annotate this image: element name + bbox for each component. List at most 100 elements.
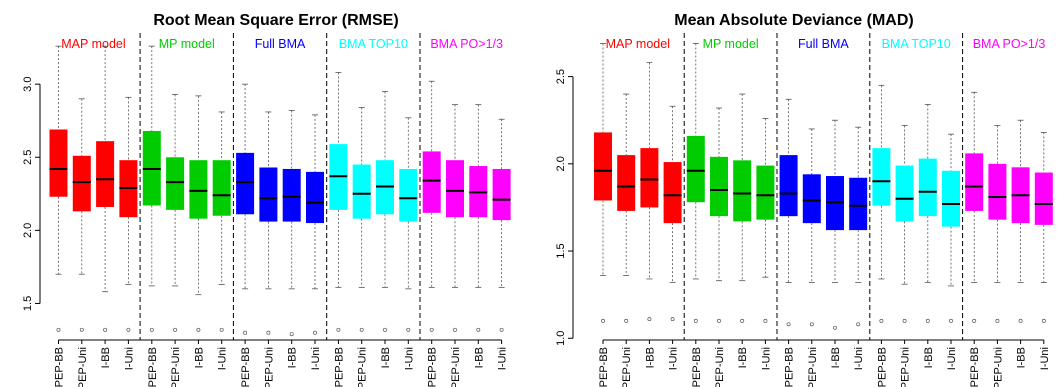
outlier-point	[693, 318, 698, 323]
x-tick-label: PEP-BB	[876, 347, 888, 387]
iqr-box	[72, 155, 91, 212]
outlier-point	[763, 318, 768, 323]
iqr-box	[988, 163, 1007, 220]
x-tick-label: I-BB	[923, 347, 935, 368]
group-label: MP model	[703, 37, 759, 51]
group-label: BMA TOP10	[882, 37, 951, 51]
outlier-point	[833, 325, 837, 330]
x-tick-label: PEP-BB	[969, 347, 981, 387]
outlier-point	[925, 318, 930, 323]
x-tick-label: I-BB	[1016, 347, 1028, 368]
iqr-box	[617, 155, 636, 211]
iqr-box	[849, 177, 868, 231]
outlier-point	[879, 318, 884, 323]
group-label: BMA PO>1/3	[430, 37, 503, 51]
outlier-point	[740, 318, 745, 323]
y-tick-label: 1.0	[555, 331, 567, 346]
iqr-box	[942, 170, 960, 227]
outlier-point	[601, 318, 605, 323]
outlier-point	[717, 318, 721, 323]
outlier-point	[499, 327, 504, 332]
x-tick-label: PEP-Uni	[450, 347, 462, 387]
mad-boxplot-panel: 1.0 1.5 2.0 2.5 PEP-BB PEP-Uni I-BB I-Uni PEP-BB…	[555, 33, 1053, 387]
rmse-boxplot-panel: 1.5 2.0 2.5 3.0 PEP-BB PEP-Uni I-BB I-Uni PEP-BB…	[22, 33, 511, 387]
outlier-point	[429, 327, 434, 332]
x-tick-label: PEP-BB	[691, 347, 703, 387]
x-tick-label: I-BB	[193, 347, 205, 368]
y-tick-label: 2.0	[22, 223, 34, 238]
iqr-box	[872, 148, 891, 206]
x-tick-label: PEP-Uni	[77, 347, 89, 387]
x-tick-label: I-BB	[830, 347, 842, 368]
x-tick-label: I-Uni	[668, 347, 680, 370]
outlier-point	[196, 327, 201, 332]
group-label: MAP model	[606, 37, 670, 51]
x-tick-label: PEP-Uni	[621, 347, 633, 387]
iqr-box	[756, 165, 775, 220]
x-tick-label: PEP-Uni	[992, 347, 1004, 387]
iqr-box	[212, 160, 231, 216]
outlier-point	[336, 327, 341, 332]
group-label: MP model	[159, 37, 215, 51]
outlier-point	[902, 318, 907, 323]
outlier-point	[1041, 318, 1046, 323]
iqr-box	[640, 148, 659, 208]
group-label: BMA TOP10	[339, 37, 408, 51]
iqr-box	[802, 174, 821, 224]
x-tick-label: I-Uni	[853, 347, 865, 370]
y-tick-label: 2.5	[22, 150, 34, 165]
outlier-point	[149, 327, 154, 332]
x-tick-label: PEP-BB	[333, 347, 345, 387]
outlier-point	[79, 327, 84, 332]
x-tick-label: PEP-Uni	[357, 347, 369, 387]
x-tick-label: PEP-Uni	[900, 347, 912, 387]
iqr-box	[686, 135, 705, 203]
x-tick-label: I-BB	[644, 347, 656, 368]
y-tick-label: 3.0	[22, 77, 34, 92]
x-tick-label: PEP-Uni	[263, 347, 275, 387]
iqr-box	[49, 129, 68, 197]
x-tick-label: PEP-Uni	[807, 347, 819, 387]
x-tick-label: PEP-BB	[784, 347, 796, 387]
x-tick-label: I-Uni	[1039, 347, 1051, 370]
iqr-box	[399, 168, 418, 222]
y-tick-label: 1.5	[555, 243, 567, 258]
outlier-point	[972, 318, 977, 323]
outlier-point	[786, 322, 791, 327]
x-tick-label: I-BB	[287, 347, 299, 368]
x-tick-label: I-Uni	[310, 347, 322, 370]
outlier-point	[173, 327, 178, 332]
iqr-box	[96, 141, 115, 207]
outlier-point	[56, 327, 61, 332]
y-tick-label: 2.5	[555, 69, 567, 84]
x-tick-label: I-Uni	[217, 347, 229, 370]
x-tick-label: I-Uni	[946, 347, 958, 370]
group-label: BMA PO>1/3	[973, 37, 1046, 51]
iqr-box	[895, 165, 914, 222]
x-tick-label: PEP-Uni	[714, 347, 726, 387]
rmse-chart-title: Root Mean Square Error (RMSE)	[153, 12, 398, 29]
x-tick-label: PEP-Uni	[170, 347, 182, 387]
x-tick-label: I-BB	[380, 347, 392, 368]
outlier-point	[103, 327, 108, 332]
iqr-box	[259, 167, 278, 222]
iqr-box	[352, 164, 371, 219]
x-tick-label: PEP-BB	[54, 347, 66, 387]
iqr-box	[446, 160, 464, 218]
mad-chart-title: Mean Absolute Deviance (MAD)	[674, 12, 913, 29]
iqr-box	[422, 151, 441, 213]
outlier-point	[126, 327, 131, 332]
outlier-point	[995, 318, 1000, 323]
iqr-box	[663, 162, 682, 224]
outlier-point	[219, 327, 224, 332]
outlier-point	[670, 317, 675, 322]
group-label: MAP model	[61, 37, 125, 51]
iqr-box	[710, 156, 728, 217]
x-tick-label: PEP-BB	[147, 347, 159, 387]
iqr-box	[236, 152, 255, 215]
outlier-point	[266, 330, 271, 335]
outlier-point	[406, 327, 411, 332]
outlier-point	[383, 327, 387, 332]
outlier-point	[313, 330, 317, 335]
